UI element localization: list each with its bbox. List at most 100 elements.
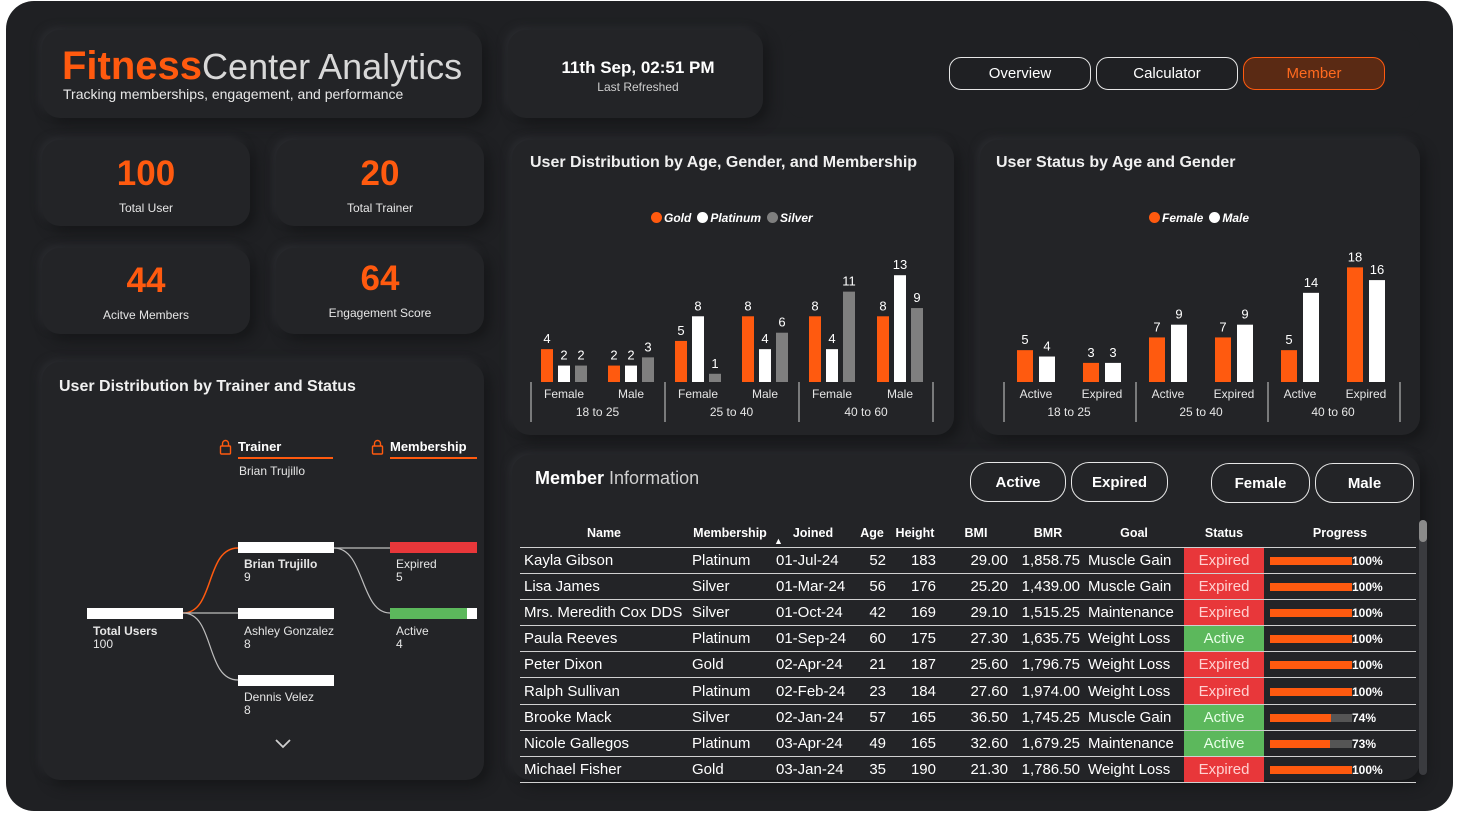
table-row[interactable]: Nicole Gallegos Platinum 03-Apr-24 49 165 32.… (520, 730, 1416, 758)
column-header-height[interactable]: Height (890, 519, 940, 548)
chevron-down-icon[interactable] (274, 738, 292, 749)
progress-bar-fill (1270, 687, 1352, 696)
progress-bar (1270, 582, 1352, 591)
tree-node-trainer[interactable]: Ashley Gonzalez 8 (244, 624, 335, 651)
progress-bar (1270, 739, 1352, 748)
tree-membership-header[interactable]: Membership (390, 439, 477, 459)
cell-progress: 100% (1264, 547, 1416, 574)
column-header-goal[interactable]: Goal (1084, 519, 1184, 548)
table-row[interactable]: Ralph Sullivan Platinum 02-Feb-24 23 184 27.6… (520, 677, 1416, 705)
column-header-bmr[interactable]: BMR (1012, 519, 1084, 548)
title-card (42, 30, 482, 118)
legend-item-gold[interactable]: Gold (651, 211, 691, 225)
progress-label: 100% (1352, 684, 1383, 699)
table-row[interactable]: Paula Reeves Platinum 01-Sep-24 60 175 27.30 1… (520, 625, 1416, 653)
legend-item-silver[interactable]: Silver (767, 211, 813, 225)
filter-male-button[interactable]: Male (1315, 463, 1414, 503)
cell-height: 165 (890, 704, 940, 731)
cell-name: Kayla Gibson (520, 547, 688, 574)
refresh-card (508, 30, 763, 118)
cell-height: 165 (890, 730, 940, 758)
progress-bar-fill (1270, 661, 1352, 670)
cell-name: Ralph Sullivan (520, 677, 688, 705)
tree-node-bar[interactable] (238, 542, 334, 553)
legend-item-platinum[interactable]: Platinum (697, 211, 761, 225)
status-badge: Expired (1184, 677, 1264, 705)
tree-node-bar[interactable] (390, 542, 477, 553)
cell-membership: Gold (688, 651, 772, 679)
sort-ascending-icon: ▲ (774, 535, 783, 546)
table-row[interactable]: Michael Fisher Gold 03-Jan-24 35 190 21.30 1,7… (520, 756, 1416, 784)
table-scrollbar[interactable] (1419, 520, 1427, 775)
refresh-datetime: 11th Sep, 02:51 PM (561, 58, 715, 77)
cell-bmi: 36.50 (940, 704, 1012, 731)
cell-joined: 01-Oct-24 (772, 599, 854, 627)
progress-label: 73% (1352, 736, 1377, 751)
progress-bar-fill (1270, 609, 1352, 617)
cell-name: Nicole Gallegos (520, 730, 688, 758)
progress-label: 74% (1352, 710, 1377, 725)
cell-membership: Platinum (688, 547, 772, 574)
legend-item-female[interactable]: Female (1149, 211, 1203, 225)
filter-expired-button[interactable]: Expired (1071, 462, 1168, 502)
kpi-active-members-value: 44 (126, 261, 166, 300)
kpi-card-engagement (276, 248, 484, 334)
tree-node-trainer[interactable]: Brian Trujillo 9 (244, 557, 318, 584)
filter-active-button[interactable]: Active (970, 462, 1066, 502)
cell-bmr: 1,974.00 (1012, 677, 1084, 705)
cell-name: Paula Reeves (520, 625, 688, 653)
cell-membership: Platinum (688, 730, 772, 758)
cell-membership: Gold (688, 756, 772, 784)
cell-height: 184 (890, 677, 940, 705)
table-row[interactable]: Peter Dixon Gold 02-Apr-24 21 187 25.60 1,796.… (520, 651, 1416, 679)
legend-item-male[interactable]: Male (1209, 211, 1249, 225)
cell-age: 52 (854, 547, 890, 574)
overview-button[interactable]: Overview (949, 57, 1091, 90)
member-button[interactable]: Member (1243, 57, 1385, 90)
cell-joined: 01-Mar-24 (772, 573, 854, 600)
member-table: Name Membership Joined ▲ Age Height BMI B… (520, 519, 1416, 784)
tree-node-trainer[interactable]: Dennis Velez 8 (244, 690, 315, 717)
cell-progress: 100% (1264, 573, 1416, 600)
column-header-joined[interactable]: Joined ▲ (772, 519, 854, 548)
cell-bmi: 32.60 (940, 730, 1012, 758)
column-header-membership[interactable]: Membership (688, 519, 772, 548)
cell-bmi: 29.10 (940, 599, 1012, 627)
cell-height: 175 (890, 625, 940, 653)
cell-name: Lisa James (520, 573, 688, 600)
tree-node-bar[interactable] (87, 608, 183, 619)
table-row[interactable]: Lisa James Silver 01-Mar-24 56 176 25.20 1,439… (520, 573, 1416, 600)
tree-trainer-filter: Brian Trujillo (239, 464, 306, 478)
tree-node-status[interactable]: Active 4 (396, 624, 429, 651)
cell-name: Peter Dixon (520, 651, 688, 679)
table-row[interactable]: Brooke Mack Silver 02-Jan-24 57 165 36.50 1,74… (520, 704, 1416, 731)
column-header-name[interactable]: Name (520, 519, 688, 548)
filter-female-button[interactable]: Female (1211, 463, 1310, 503)
progress-bar-fill (1270, 556, 1352, 565)
column-header-progress[interactable]: Progress (1264, 519, 1416, 548)
status-badge: Expired (1184, 573, 1264, 600)
progress-bar (1270, 609, 1352, 617)
kpi-engagement-value: 64 (360, 259, 400, 298)
kpi-total-trainer-value: 20 (360, 154, 400, 193)
status-badge: Expired (1184, 547, 1264, 574)
column-header-age[interactable]: Age (854, 519, 890, 548)
tree-node-status[interactable]: Expired 5 (396, 557, 437, 584)
calculator-button[interactable]: Calculator (1096, 57, 1238, 90)
column-header-bmi[interactable]: BMI (940, 519, 1012, 548)
table-scroll-thumb[interactable] (1419, 520, 1427, 542)
tree-node-root[interactable]: Total Users 100 (93, 624, 158, 651)
kpi-engagement-label: Engagement Score (328, 306, 432, 320)
tree-node-bar[interactable] (238, 608, 334, 619)
progress-bar (1270, 661, 1352, 670)
chart1-title: User Distribution by Age, Gender, and Me… (530, 154, 918, 171)
cell-age: 35 (854, 756, 890, 784)
tree-trainer-header[interactable]: Trainer (238, 439, 333, 459)
tree-node-bar[interactable] (390, 608, 477, 619)
table-row[interactable]: Kayla Gibson Platinum 01-Jul-24 52 183 29.00 1… (520, 547, 1416, 574)
tree-node-bar[interactable] (238, 675, 334, 686)
column-header-status[interactable]: Status (1184, 519, 1264, 548)
cell-age: 23 (854, 677, 890, 705)
cell-progress: 100% (1264, 651, 1416, 679)
table-row[interactable]: Mrs. Meredith Cox DDS Silver 01-Oct-24 42 16… (520, 599, 1416, 627)
